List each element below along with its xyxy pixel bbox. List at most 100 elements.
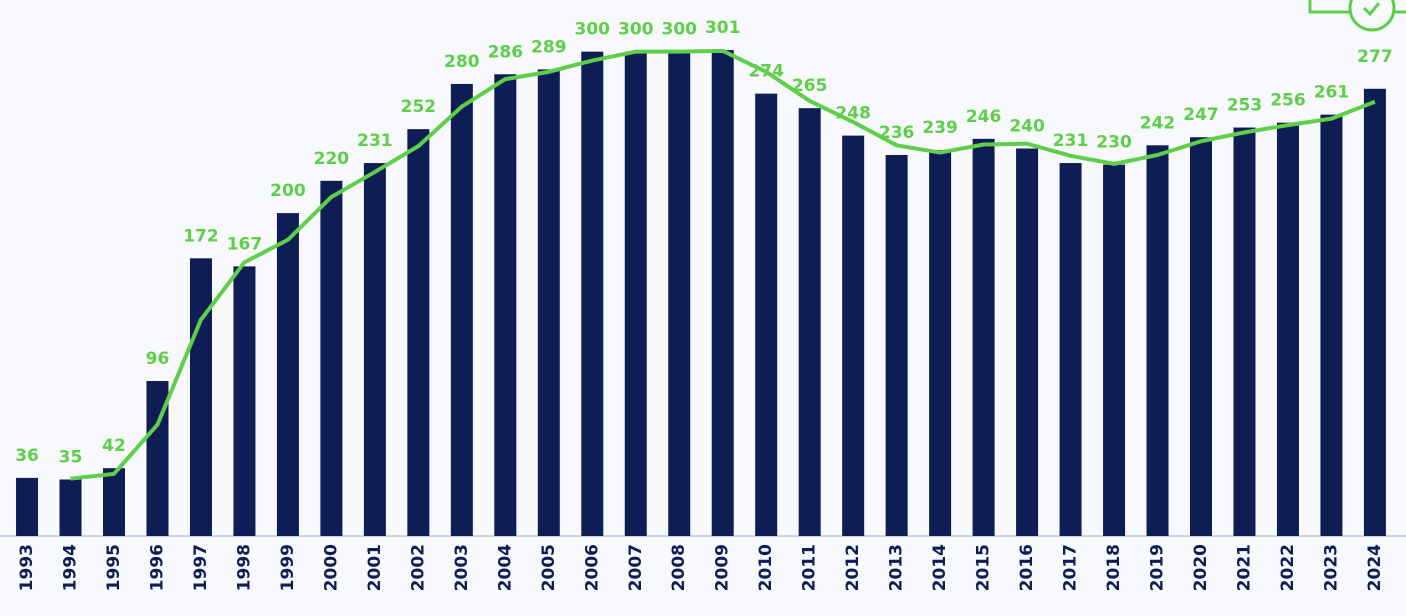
value-label: 246: [966, 107, 1002, 127]
bar: [885, 154, 908, 536]
value-label: 42: [102, 436, 126, 456]
bar: [320, 180, 343, 536]
bar: [1190, 137, 1212, 536]
value-label: 300: [618, 20, 654, 40]
x-tick-label: 2016: [1017, 544, 1037, 591]
bar: [276, 213, 299, 536]
bar: [1320, 114, 1343, 537]
x-tick-label: 2014: [930, 544, 950, 591]
x-tick-label: 2024: [1365, 544, 1385, 591]
bar: [16, 477, 39, 536]
value-label: 265: [792, 76, 828, 96]
value-label: 96: [146, 349, 170, 369]
bar: [494, 74, 517, 536]
x-tick-label: 2001: [365, 544, 385, 591]
bar: [1276, 122, 1299, 536]
bar: [711, 50, 734, 537]
bar: [668, 51, 691, 536]
x-tick-label: 2019: [1148, 544, 1168, 591]
value-label: 253: [1227, 96, 1263, 116]
x-tick-label: 1997: [191, 544, 211, 591]
bar: [1059, 163, 1082, 536]
x-tick-label: 1998: [234, 544, 254, 591]
x-tick-label: 2006: [582, 544, 602, 591]
value-label: 261: [1314, 83, 1350, 103]
value-label: 240: [1009, 117, 1045, 137]
bar: [929, 150, 952, 536]
x-tick-label: 2003: [452, 544, 472, 591]
value-label: 200: [270, 181, 306, 201]
x-tick-label: 1999: [278, 544, 298, 591]
x-tick-label: 2005: [539, 544, 559, 591]
value-label: 172: [183, 226, 219, 246]
bar: [842, 135, 865, 537]
value-label: 280: [444, 52, 480, 72]
value-label: 167: [227, 234, 263, 254]
bar: [1016, 148, 1039, 536]
x-tick-label: 2002: [408, 544, 428, 591]
x-tick-label: 2000: [321, 544, 341, 591]
value-label: 274: [748, 62, 784, 82]
x-tick-label: 2008: [669, 544, 689, 591]
value-label: 239: [922, 118, 958, 138]
value-label: 300: [575, 20, 611, 40]
value-label: 247: [1183, 105, 1219, 125]
x-tick-label: 2017: [1061, 544, 1081, 591]
value-label: 256: [1270, 91, 1306, 111]
value-label: 248: [835, 104, 871, 124]
bar: [798, 108, 821, 537]
bar: [233, 266, 256, 536]
bar: [450, 83, 473, 536]
bar: [581, 51, 604, 536]
bar: [1363, 88, 1386, 537]
x-tick-label: 1993: [17, 544, 37, 591]
bar: [624, 51, 647, 536]
x-tick-label: 2004: [495, 544, 515, 591]
x-tick-label: 2011: [800, 544, 820, 591]
trend-line: [70, 48, 1376, 481]
x-tick-label: 2021: [1234, 544, 1254, 591]
value-label: 242: [1140, 113, 1176, 133]
x-tick-label: 2022: [1278, 544, 1298, 591]
value-label: 277: [1357, 47, 1393, 67]
bar: [146, 381, 169, 536]
value-label: 252: [401, 97, 437, 117]
x-tick-label: 2015: [974, 544, 994, 591]
x-tick-label: 1994: [61, 544, 81, 591]
value-label: 36: [15, 446, 39, 466]
x-tick-label: 1996: [147, 544, 167, 591]
bar: [1146, 145, 1169, 536]
value-label: 236: [879, 123, 915, 143]
bar: [537, 69, 560, 536]
value-label: 230: [1096, 133, 1132, 153]
bar: [59, 479, 82, 536]
x-tick-label: 2023: [1321, 544, 1341, 591]
bar: [103, 468, 125, 536]
x-tick-label: 1995: [104, 544, 124, 591]
value-label: 289: [531, 37, 567, 57]
x-tick-label: 2007: [626, 544, 646, 591]
x-tick-label: 2018: [1104, 544, 1124, 591]
value-label: 300: [661, 20, 697, 40]
value-label: 286: [488, 42, 524, 62]
x-tick-label: 2013: [887, 544, 907, 591]
value-label: 35: [59, 447, 83, 467]
x-tick-label: 2009: [713, 544, 733, 591]
bar: [755, 93, 778, 537]
value-label: 220: [314, 149, 350, 169]
value-label: 231: [357, 131, 393, 151]
x-tick-label: 2020: [1191, 544, 1211, 591]
bar: [1233, 127, 1256, 536]
x-tick-label: 2010: [756, 544, 776, 591]
bar: [972, 138, 995, 536]
value-label: 231: [1053, 131, 1089, 151]
badge: [1308, 0, 1406, 32]
bar: [407, 129, 430, 537]
bar: [363, 163, 386, 536]
x-tick-label: 2012: [843, 544, 863, 591]
bar: [189, 258, 212, 536]
value-label: 301: [705, 18, 741, 38]
bar: [1103, 164, 1126, 537]
